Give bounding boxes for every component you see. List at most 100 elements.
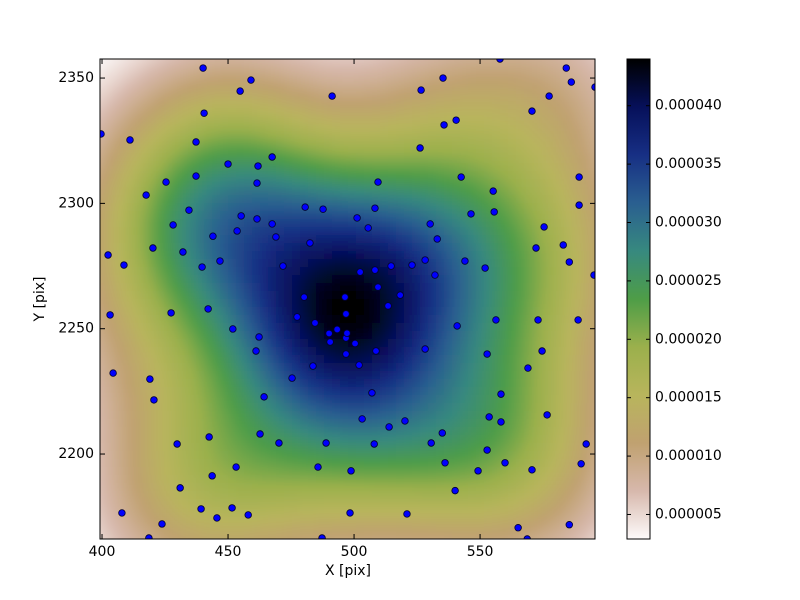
heatmap-cell	[212, 91, 221, 100]
heatmap-cell	[444, 419, 453, 428]
heatmap-cell	[140, 507, 149, 516]
heatmap-cell	[380, 179, 389, 188]
heatmap-cell	[180, 499, 189, 508]
heatmap-cell	[412, 155, 421, 164]
heatmap-cell	[108, 379, 117, 388]
heatmap-cell	[316, 139, 325, 148]
heatmap-cell	[460, 347, 469, 356]
heatmap-cell	[444, 387, 453, 396]
heatmap-cell	[452, 195, 461, 204]
heatmap-cell	[332, 515, 341, 524]
heatmap-cell	[356, 83, 365, 92]
heatmap-cell	[364, 355, 373, 364]
heatmap-cell	[108, 195, 117, 204]
heatmap-cell	[348, 283, 357, 292]
heatmap-cell	[324, 155, 333, 164]
heatmap-cell	[508, 211, 517, 220]
heatmap-cell	[164, 67, 173, 76]
heatmap-cell	[532, 267, 541, 276]
heatmap-cell	[116, 307, 125, 316]
heatmap-cell	[204, 195, 213, 204]
heatmap-cell	[316, 91, 325, 100]
heatmap-cell	[108, 355, 117, 364]
heatmap-cell	[500, 235, 509, 244]
heatmap-cell	[452, 419, 461, 428]
heatmap-cell	[316, 411, 325, 420]
heatmap-cell	[244, 483, 253, 492]
heatmap-cell	[316, 115, 325, 124]
heatmap-cell	[140, 235, 149, 244]
heatmap-cell	[100, 235, 109, 244]
heatmap-cell	[228, 131, 237, 140]
heatmap-cell	[564, 443, 573, 452]
heatmap-cell	[260, 235, 269, 244]
heatmap-cell	[548, 283, 557, 292]
heatmap-cell	[172, 491, 181, 500]
heatmap-cell	[260, 443, 269, 452]
colorbar	[626, 58, 651, 540]
heatmap-cell	[556, 451, 565, 460]
heatmap-cell	[532, 347, 541, 356]
heatmap-cell	[540, 67, 549, 76]
heatmap-cell	[116, 179, 125, 188]
heatmap-cell	[244, 275, 253, 284]
heatmap-cell	[308, 83, 317, 92]
heatmap-cell	[300, 59, 309, 68]
heatmap-cell	[452, 275, 461, 284]
heatmap-cell	[492, 243, 501, 252]
heatmap-cell	[260, 419, 269, 428]
heatmap-cell	[356, 483, 365, 492]
heatmap-cell	[156, 99, 165, 108]
heatmap-cell	[348, 523, 357, 532]
heatmap-cell	[556, 259, 565, 268]
heatmap-cell	[388, 459, 397, 468]
heatmap-cell	[316, 267, 325, 276]
heatmap-cell	[564, 387, 573, 396]
heatmap-cell	[188, 163, 197, 172]
heatmap-cell	[500, 179, 509, 188]
heatmap-cell	[444, 323, 453, 332]
heatmap-cell	[108, 211, 117, 220]
heatmap-cell	[276, 243, 285, 252]
heatmap-cell	[468, 203, 477, 212]
heatmap-cell	[380, 59, 389, 60]
heatmap-cell	[380, 331, 389, 340]
heatmap-cell	[572, 483, 581, 492]
point	[272, 233, 280, 241]
heatmap-cell	[284, 203, 293, 212]
heatmap-cell	[380, 315, 389, 324]
heatmap-cell	[124, 131, 133, 140]
heatmap-cell	[140, 227, 149, 236]
point	[559, 241, 567, 249]
heatmap-cell	[396, 531, 405, 539]
heatmap-cell	[268, 403, 277, 412]
heatmap-cell	[148, 235, 157, 244]
heatmap-cell	[164, 59, 173, 68]
heatmap-cell	[316, 219, 325, 228]
point	[120, 261, 128, 269]
heatmap-cell	[484, 467, 493, 476]
heatmap-cell	[332, 203, 341, 212]
heatmap-cell	[172, 467, 181, 476]
heatmap-cell	[548, 363, 557, 372]
heatmap-cell	[580, 195, 589, 204]
heatmap-cell	[396, 267, 405, 276]
heatmap-cell	[556, 59, 565, 60]
heatmap-cell	[220, 211, 229, 220]
heatmap-cell	[532, 419, 541, 428]
heatmap-cell	[596, 339, 605, 348]
heatmap-cell	[260, 123, 269, 132]
heatmap-cell	[276, 195, 285, 204]
heatmap-cell	[412, 467, 421, 476]
heatmap-cell	[212, 219, 221, 228]
heatmap-cell	[372, 451, 381, 460]
heatmap-cell	[124, 163, 133, 172]
heatmap-cell	[196, 83, 205, 92]
heatmap-cell	[348, 67, 357, 76]
heatmap-cell	[532, 99, 541, 108]
heatmap-cell	[220, 235, 229, 244]
heatmap-cell	[404, 539, 413, 548]
heatmap-cell	[100, 299, 109, 308]
heatmap-cell	[228, 211, 237, 220]
heatmap-cell	[308, 227, 317, 236]
